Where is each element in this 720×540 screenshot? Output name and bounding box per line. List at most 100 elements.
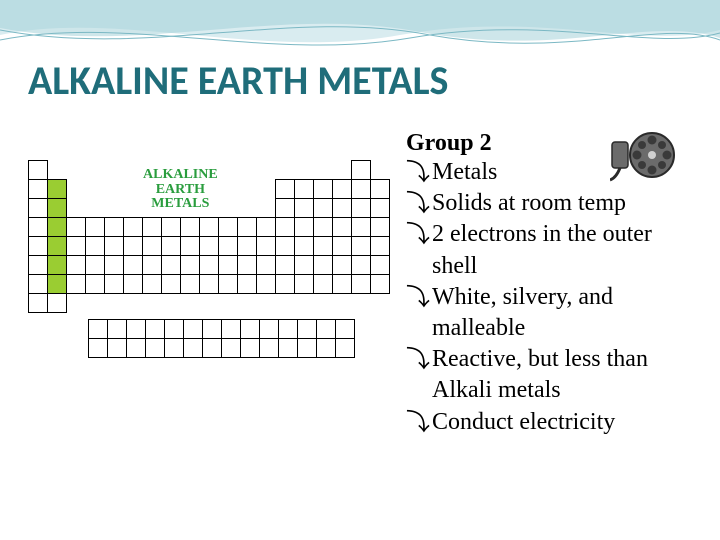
pt-cell xyxy=(276,161,295,180)
pt-cell xyxy=(276,199,295,218)
pt-cell xyxy=(162,237,181,256)
pt-cell xyxy=(181,275,200,294)
pt-cell xyxy=(295,275,314,294)
pt-cell xyxy=(257,199,276,218)
pt-cell xyxy=(219,218,238,237)
pt-cell xyxy=(371,275,390,294)
pt-cell xyxy=(314,275,333,294)
pt-cell xyxy=(314,256,333,275)
pt-cell xyxy=(48,199,67,218)
pt-cell xyxy=(29,180,48,199)
reel-hole xyxy=(638,161,646,169)
pt-cell xyxy=(279,320,298,339)
pt-cell xyxy=(295,180,314,199)
pt-cell xyxy=(257,161,276,180)
pt-cell xyxy=(86,237,105,256)
pt-cell xyxy=(222,339,241,358)
pt-cell xyxy=(181,294,200,313)
pt-cell xyxy=(241,339,260,358)
pt-cell xyxy=(238,275,257,294)
pt-cell xyxy=(127,320,146,339)
pt-cell xyxy=(314,237,333,256)
pt-cell xyxy=(371,218,390,237)
pt-cell xyxy=(352,199,371,218)
reel-hole xyxy=(663,151,672,160)
pt-cell xyxy=(124,294,143,313)
pt-cell xyxy=(238,218,257,237)
reel-hole xyxy=(648,136,657,145)
pt-cell xyxy=(333,218,352,237)
pt-cell xyxy=(165,320,184,339)
pt-cell xyxy=(124,180,143,199)
periodic-table-label: ALKALINE EARTH METALS xyxy=(143,168,218,212)
pt-cell xyxy=(219,199,238,218)
pt-cell xyxy=(29,237,48,256)
pt-cell xyxy=(333,275,352,294)
property-text: Conduct electricity xyxy=(432,407,615,438)
reel-hole xyxy=(638,141,646,149)
pt-cell xyxy=(276,256,295,275)
pt-cell xyxy=(333,161,352,180)
reel-hole xyxy=(633,151,642,160)
pt-cell xyxy=(257,237,276,256)
bullet-icon: ⤵ xyxy=(406,219,430,250)
pt-cell xyxy=(203,339,222,358)
pt-cell xyxy=(317,339,336,358)
pt-cell xyxy=(67,256,86,275)
pt-cell xyxy=(86,294,105,313)
bullet-icon: ⤵ xyxy=(406,282,430,313)
pt-cell xyxy=(200,237,219,256)
pt-cell xyxy=(222,320,241,339)
pt-cell xyxy=(184,339,203,358)
pt-cell xyxy=(333,180,352,199)
pt-cell xyxy=(219,256,238,275)
pt-cell xyxy=(257,180,276,199)
pt-cell xyxy=(200,218,219,237)
pt-cell xyxy=(89,339,108,358)
pt-cell xyxy=(333,256,352,275)
pt-cell xyxy=(279,339,298,358)
pt-cell xyxy=(314,218,333,237)
pt-cell xyxy=(352,218,371,237)
pt-cell xyxy=(352,161,371,180)
pt-cell xyxy=(298,320,317,339)
pt-cell xyxy=(257,256,276,275)
reel-hole xyxy=(658,161,666,169)
pt-cell xyxy=(219,237,238,256)
reel-hole xyxy=(658,141,666,149)
bullet-icon: ⤵ xyxy=(406,157,430,188)
pt-cell xyxy=(29,218,48,237)
pt-cell xyxy=(29,199,48,218)
pt-cell xyxy=(314,294,333,313)
pt-cell xyxy=(371,256,390,275)
property-item: ⤵White, silvery, and malleable xyxy=(406,282,700,344)
pt-cell xyxy=(336,339,355,358)
property-text: Solids at room temp xyxy=(432,188,626,219)
pt-cell xyxy=(86,218,105,237)
pt-cell xyxy=(67,275,86,294)
pt-cell xyxy=(29,161,48,180)
pt-cell xyxy=(105,256,124,275)
property-item: ⤵Solids at room temp xyxy=(406,188,700,219)
pt-cell xyxy=(67,237,86,256)
pt-cell xyxy=(219,275,238,294)
bullet-icon: ⤵ xyxy=(406,407,430,438)
pt-cell xyxy=(162,218,181,237)
pt-cell xyxy=(89,320,108,339)
reel-hub xyxy=(648,151,656,159)
pt-cell xyxy=(257,275,276,294)
pt-cell xyxy=(67,199,86,218)
pt-cell xyxy=(162,256,181,275)
pt-cell xyxy=(146,339,165,358)
pt-cell xyxy=(86,161,105,180)
pt-cell xyxy=(352,237,371,256)
pt-cell xyxy=(124,199,143,218)
pt-cell xyxy=(238,294,257,313)
pt-cell xyxy=(371,294,390,313)
pt-cell xyxy=(200,256,219,275)
pt-cell xyxy=(333,237,352,256)
pt-cell xyxy=(200,275,219,294)
pt-cell xyxy=(257,218,276,237)
pt-cell xyxy=(181,256,200,275)
pt-cell xyxy=(105,199,124,218)
